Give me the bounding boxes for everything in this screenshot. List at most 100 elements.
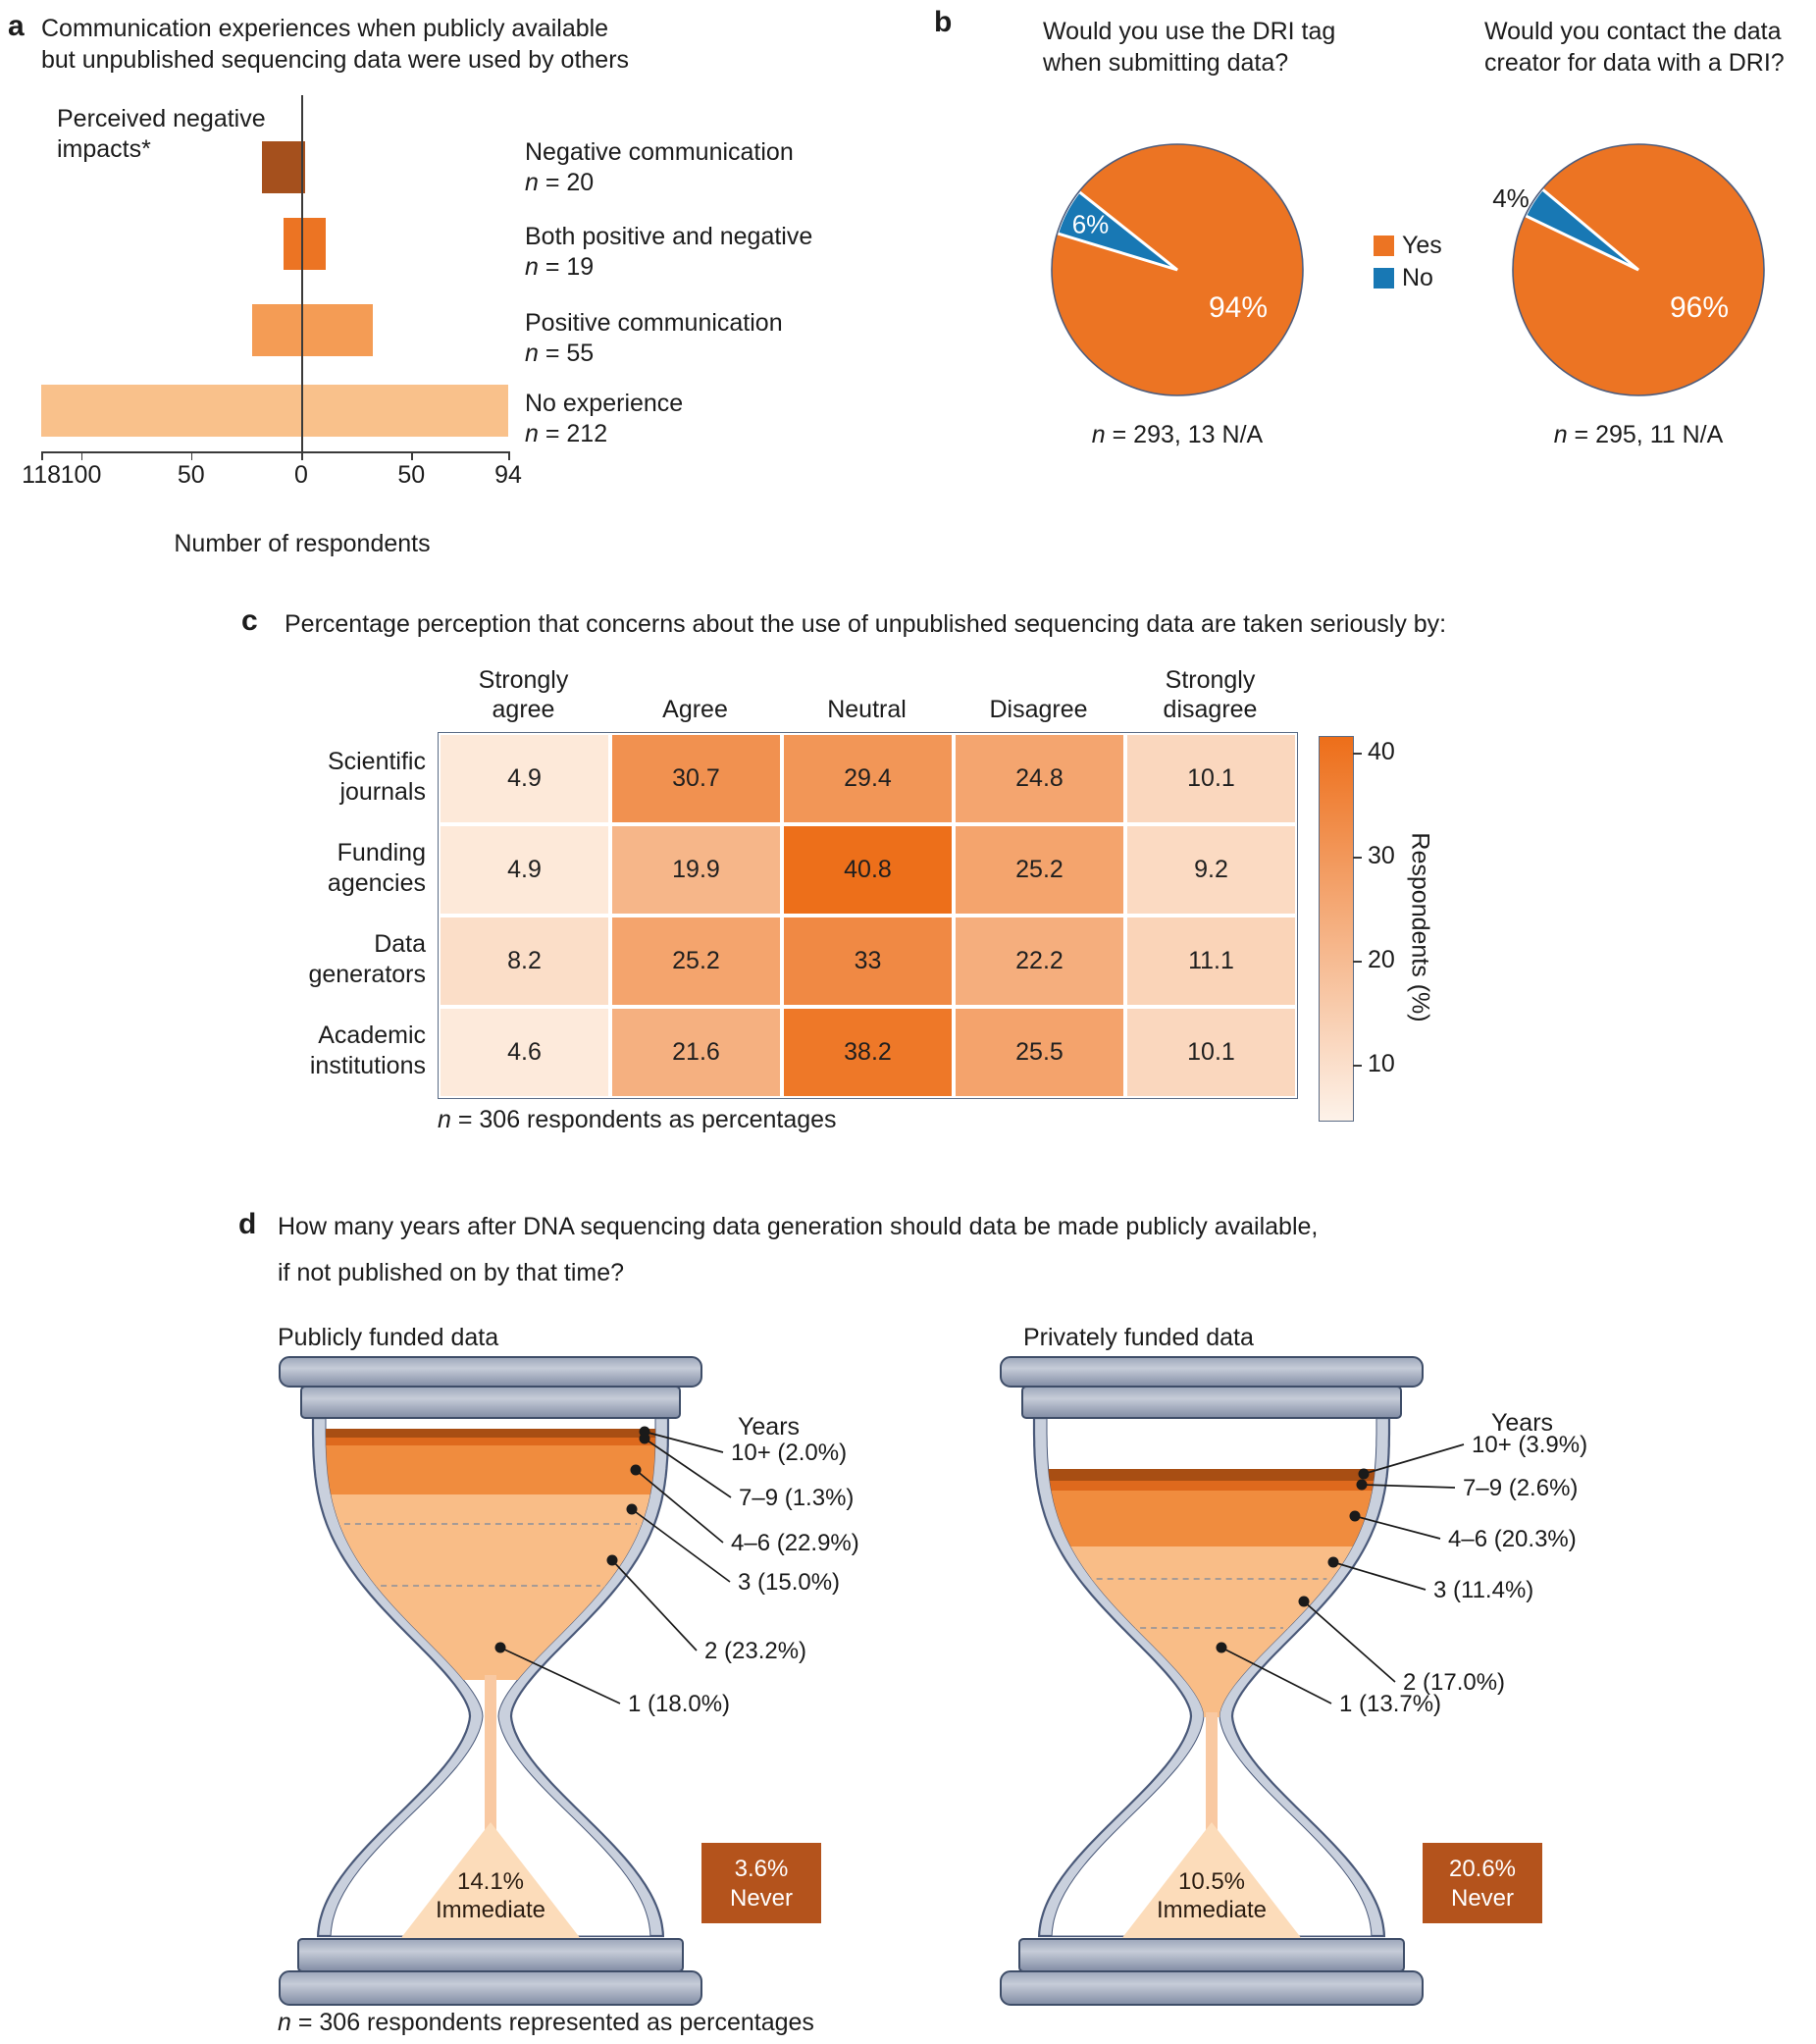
panel-d-title-line2: if not published on by that time? bbox=[278, 1259, 625, 1286]
leader-dot bbox=[639, 1433, 650, 1444]
heatmap-cell-r2c3: 22.2 bbox=[954, 916, 1125, 1007]
zero-axis-line bbox=[301, 95, 303, 452]
sand-band-10 bbox=[1047, 1469, 1376, 1482]
heatmap-col-header-strongly-disagree: Strongly disagree bbox=[1163, 666, 1258, 723]
sand-band-4-6 bbox=[1047, 1491, 1376, 1547]
pie-no-label: 4% bbox=[1492, 183, 1530, 213]
x-axis-tick-label: 50 bbox=[177, 461, 205, 489]
pie-chart-b1: 94% 6% bbox=[1051, 143, 1304, 396]
heatmap-cell-r1c3: 25.2 bbox=[954, 824, 1125, 916]
panel-c-footnote: n = 306 respondents as percentages bbox=[438, 1106, 837, 1133]
never-text-label: Never bbox=[1451, 1885, 1514, 1912]
colorbar-tick bbox=[1353, 753, 1362, 755]
hourglass-top-cap bbox=[279, 1356, 702, 1388]
legend-label-yes: Yes bbox=[1402, 232, 1442, 259]
pie-chart-b2: 96% 4% bbox=[1492, 143, 1765, 396]
pie-outline bbox=[1051, 143, 1304, 396]
layer-label-10: 10+ (3.9%) bbox=[1472, 1432, 1587, 1458]
heatmap-cell-r2c1: 25.2 bbox=[610, 916, 782, 1007]
heatmap-cell-r1c2: 40.8 bbox=[782, 824, 954, 916]
colorbar-tick bbox=[1353, 1064, 1362, 1067]
layer-label-4-6: 4–6 (20.3%) bbox=[1448, 1526, 1577, 1552]
heatmap-cell-r0c2: 29.4 bbox=[782, 733, 954, 824]
panel-d-letter: d bbox=[238, 1208, 257, 1240]
x-axis-tick bbox=[508, 451, 510, 460]
leader-dot bbox=[1358, 1468, 1370, 1480]
heatmap-col-header-agree: Agree bbox=[662, 696, 728, 723]
leader-dot bbox=[626, 1503, 638, 1515]
pie1-note: n = 293, 13 N/A bbox=[1091, 421, 1264, 448]
sand-band-1 bbox=[326, 1586, 655, 1680]
layer-label-4-6: 4–6 (22.9%) bbox=[731, 1530, 859, 1556]
colorbar-axis-label: Respondents (%) bbox=[1406, 832, 1434, 1022]
panel-a-axis-annotation: Perceived negative impacts* bbox=[57, 105, 266, 163]
x-axis-line bbox=[41, 451, 509, 453]
leader-dot bbox=[630, 1464, 642, 1476]
never-text-label: Never bbox=[730, 1885, 793, 1912]
colorbar-tick-label: 10 bbox=[1368, 1049, 1395, 1077]
heatmap-cell-r3c0: 4.6 bbox=[439, 1007, 610, 1098]
sand-band-7-9 bbox=[326, 1438, 655, 1446]
years-header: Years bbox=[738, 1413, 800, 1441]
hourglass-top-cap bbox=[1021, 1386, 1402, 1419]
leader-dot bbox=[1216, 1642, 1227, 1653]
sand-band-7-9 bbox=[1047, 1481, 1376, 1492]
panel-a-title-line2: but unpublished sequencing data were use… bbox=[41, 46, 630, 74]
sand-pile-triangle bbox=[1121, 1822, 1302, 1939]
panel-b-letter: b bbox=[934, 6, 953, 38]
panel-d-title-line1: How many years after DNA sequencing data… bbox=[278, 1213, 1319, 1240]
never-box bbox=[701, 1843, 821, 1923]
layer-label-7-9: 7–9 (2.6%) bbox=[1463, 1475, 1578, 1501]
sand-stream bbox=[485, 1675, 496, 1841]
pie1-title: Would you use the DRI tag when submittin… bbox=[1043, 18, 1336, 77]
leader-dot bbox=[606, 1554, 618, 1566]
layer-label-2: 2 (17.0%) bbox=[1403, 1669, 1505, 1696]
x-axis-tick-label: 118 bbox=[22, 461, 62, 489]
bar-both-positive-and-negative bbox=[284, 218, 326, 270]
sand-stream bbox=[1206, 1712, 1218, 1841]
heatmap-grid: 4.9 30.7 29.4 24.8 10.1 4.9 19.9 40.8 25.2 9.2 8.2… bbox=[438, 732, 1298, 1099]
hourglass2-title: Privately funded data bbox=[1023, 1324, 1254, 1351]
x-axis-tick bbox=[41, 451, 43, 460]
colorbar-tick-label: 20 bbox=[1368, 945, 1395, 973]
x-axis-tick-label: 0 bbox=[294, 461, 308, 489]
hourglass1-title: Publicly funded data bbox=[278, 1324, 499, 1351]
bar-negative-communication bbox=[261, 141, 306, 193]
hourglass-bottom-cap bbox=[1018, 1938, 1405, 1972]
immediate-text-label: Immediate bbox=[1157, 1897, 1267, 1923]
hourglass-bottom-cap bbox=[1000, 1970, 1424, 2006]
sand-band-1 bbox=[1047, 1628, 1376, 1717]
bar-positive-communication bbox=[251, 304, 373, 356]
colorbar-tick-label: 30 bbox=[1368, 841, 1395, 869]
hourglass-top-cap bbox=[1000, 1356, 1424, 1388]
heatmap-cell-r3c4: 10.1 bbox=[1125, 1007, 1297, 1098]
sand-band-3 bbox=[1047, 1546, 1376, 1580]
heatmap-col-header-neutral: Neutral bbox=[827, 696, 907, 723]
bar-label-negative-communication: Negative communication n = 20 bbox=[525, 138, 794, 196]
heatmap-cell-r1c1: 19.9 bbox=[610, 824, 782, 916]
layer-label-3: 3 (11.4%) bbox=[1433, 1577, 1533, 1603]
heatmap-cell-r0c4: 10.1 bbox=[1125, 733, 1297, 824]
leader-dot bbox=[1349, 1510, 1361, 1522]
pie2-title: Would you contact the data creator for d… bbox=[1484, 18, 1785, 77]
heatmap-cell-r0c1: 30.7 bbox=[610, 733, 782, 824]
hourglass-bottom-cap bbox=[297, 1938, 684, 1972]
colorbar-tick bbox=[1353, 856, 1362, 859]
heatmap-cell-r2c2: 33 bbox=[782, 916, 954, 1007]
x-axis-tick bbox=[411, 451, 413, 460]
bar-label-both-positive-and-negative: Both positive and negative n = 19 bbox=[525, 223, 813, 281]
x-axis-tick bbox=[301, 451, 303, 460]
bar-label-positive-communication: Positive communication n = 55 bbox=[525, 309, 783, 367]
legend-label-no: No bbox=[1402, 264, 1433, 291]
pie-no-label: 6% bbox=[1072, 210, 1110, 239]
sand-band-4-6 bbox=[326, 1445, 655, 1495]
panel-c-letter: c bbox=[241, 604, 258, 637]
layer-label-1: 1 (18.0%) bbox=[628, 1691, 730, 1717]
heatmap-cell-r2c0: 8.2 bbox=[439, 916, 610, 1007]
hourglass-top-cap bbox=[300, 1386, 681, 1419]
immediate-pct-label: 14.1% bbox=[457, 1868, 524, 1895]
x-axis-title: Number of respondents bbox=[174, 530, 431, 557]
heatmap-cell-r0c3: 24.8 bbox=[954, 733, 1125, 824]
heatmap-cell-r3c2: 38.2 bbox=[782, 1007, 954, 1098]
